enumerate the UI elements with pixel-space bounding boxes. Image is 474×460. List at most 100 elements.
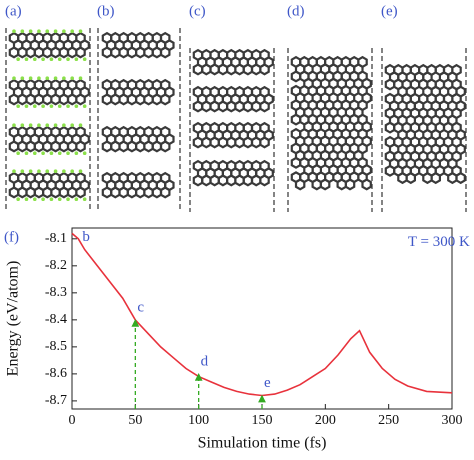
carbon-ring — [201, 136, 212, 149]
edge-atom — [78, 169, 83, 173]
carbon-ring — [126, 93, 138, 106]
edge-atom — [24, 151, 29, 155]
carbon-ring — [159, 140, 171, 153]
annotation: d — [201, 353, 209, 369]
carbon-ring — [361, 178, 372, 191]
carbon-ring — [135, 93, 146, 106]
energy-line — [71, 232, 453, 397]
carbon-ring — [159, 186, 171, 199]
carbon-ring — [50, 93, 61, 106]
edge-atom — [70, 123, 74, 127]
carbon-ring — [143, 46, 154, 59]
carbon-ring — [8, 140, 20, 153]
edge-atom — [74, 151, 79, 155]
carbon-ring — [75, 93, 86, 106]
carbon-ring — [336, 178, 347, 191]
carbon-ring — [58, 140, 70, 153]
y-tick-label: -8.7 — [45, 393, 67, 408]
carbon-ring — [25, 93, 36, 106]
carbon-ring — [242, 136, 254, 149]
y-tick-label: -8.1 — [45, 231, 67, 246]
carbon-ring — [192, 136, 204, 149]
carbon-ring — [151, 93, 163, 106]
edge-atom — [82, 57, 87, 61]
carbon-ring — [25, 186, 36, 199]
carbon-ring — [110, 93, 121, 106]
edge-atom — [74, 57, 79, 61]
edge-atom — [62, 123, 66, 127]
carbon-ring — [430, 171, 441, 185]
y-tick-label: -8.5 — [45, 339, 67, 354]
carbon-ring — [151, 186, 163, 199]
edge-atom — [37, 123, 41, 127]
carbon-ring — [217, 63, 229, 76]
carbon-ring — [159, 93, 171, 106]
carbon-ring — [101, 46, 113, 59]
edge-atom — [57, 197, 62, 201]
carbon-ring — [126, 140, 138, 153]
y-tick-label: -8.4 — [45, 312, 67, 327]
carbon-ring — [17, 93, 28, 106]
carbon-ring — [66, 93, 78, 106]
chart: (f) -8.7 -8.6 -8.5 -8.4 -8.3 -8.2 -8.1 0 50 100 150… — [4, 227, 470, 452]
edge-atom — [16, 104, 20, 108]
annotation: e — [264, 375, 271, 391]
carbon-ring — [384, 78, 396, 91]
carbon-ring — [290, 156, 302, 169]
panel-label: (c) — [189, 3, 206, 19]
carbon-ring — [384, 121, 396, 134]
carbon-ring — [209, 174, 220, 187]
carbon-ring — [58, 186, 70, 199]
carbon-ring — [118, 140, 129, 153]
edge-atom — [53, 169, 58, 173]
carbon-ring — [143, 186, 154, 199]
carbon-ring — [209, 100, 220, 113]
carbon-ring — [8, 46, 20, 59]
carbon-ring — [41, 46, 53, 59]
edge-atom — [74, 104, 79, 108]
carbon-ring — [226, 136, 237, 149]
carbon-ring — [75, 140, 86, 153]
carbon-ring — [405, 171, 416, 185]
carbon-ring — [101, 140, 113, 153]
carbon-ring — [50, 186, 61, 199]
annotation: b — [82, 229, 90, 245]
carbon-ring — [135, 140, 146, 153]
carbon-ring — [217, 100, 229, 113]
carbon-ring — [151, 46, 163, 59]
carbon-ring — [33, 93, 45, 106]
carbon-ring — [17, 186, 28, 199]
carbon-ring — [143, 140, 154, 153]
edge-atom — [28, 29, 33, 33]
carbon-ring — [250, 100, 262, 113]
carbon-ring — [226, 63, 237, 76]
carbon-ring — [143, 93, 154, 106]
carbon-ring — [135, 46, 146, 59]
carbon-ring — [259, 100, 270, 113]
edge-atom — [16, 57, 20, 61]
edge-atom — [62, 29, 66, 33]
carbon-ring — [234, 174, 245, 187]
carbon-ring — [209, 136, 220, 149]
x-tick-label: 0 — [69, 413, 76, 428]
carbon-ring — [217, 136, 229, 149]
carbon-ring — [250, 174, 262, 187]
carbon-ring — [201, 174, 212, 187]
edge-atom — [37, 169, 41, 173]
edge-atom — [45, 76, 50, 80]
x-axis-label: Simulation time (fs) — [198, 435, 327, 452]
carbon-ring — [8, 93, 20, 106]
panel-label: (d) — [287, 3, 305, 19]
carbon-ring — [126, 186, 138, 199]
edge-atom — [24, 104, 29, 108]
carbon-ring — [58, 93, 70, 106]
carbon-ring — [151, 140, 163, 153]
carbon-ring — [242, 174, 254, 187]
carbon-ring — [290, 113, 302, 126]
carbon-ring — [126, 46, 138, 59]
carbon-ring — [192, 174, 204, 187]
edge-atom — [82, 151, 87, 155]
carbon-ring — [25, 140, 36, 153]
carbon-ring — [110, 46, 121, 59]
carbon-ring — [33, 186, 45, 199]
